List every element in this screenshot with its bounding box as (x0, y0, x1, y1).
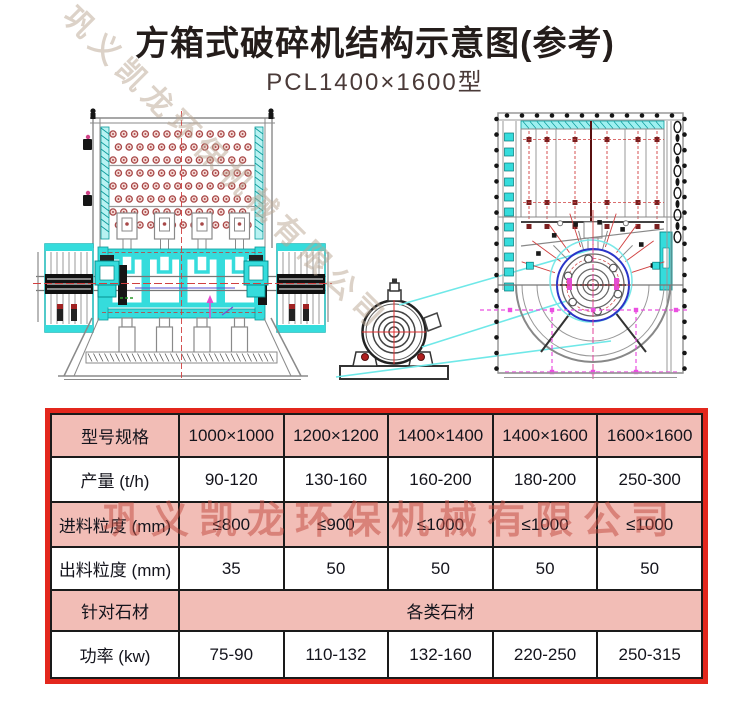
spec-label-cell: 型号规格 (50, 413, 180, 458)
spec-value-cell: 75-90 (178, 630, 285, 679)
spec-value-cell: 110-132 (282, 630, 390, 679)
model-subtitle: PCL1400×1600型 (266, 69, 484, 96)
spec-value-cell: 220-250 (491, 630, 599, 679)
page-title: 方箱式破碎机结构示意图(参考) (135, 25, 615, 63)
spec-value-cell: 1000×1000 (178, 413, 285, 458)
spec-value-cell: 50 (491, 546, 599, 591)
front-view-drawing (33, 108, 332, 381)
spec-value-cell: ≤900 (282, 501, 390, 548)
spec-value-cell: 1600×1600 (596, 413, 703, 458)
spec-value-cell: ≤800 (178, 501, 285, 548)
spec-value-cell: 132-160 (387, 630, 494, 679)
spec-merged-cell: 各类石材 (178, 589, 703, 632)
spec-value-cell: 1200×1200 (282, 413, 390, 458)
watermark-horizontal: 巩义凯龙环保机械有限公司 (103, 500, 680, 542)
table-row-discharge-size: 出料粒度 (mm) 35 50 50 50 50 (50, 546, 703, 591)
spec-table-wrap: 型号规格 1000×1000 1200×1200 1400×1400 1400×… (45, 408, 708, 684)
spec-value-cell: ≤1000 (491, 501, 599, 548)
spec-label-cell: 出料粒度 (mm) (50, 546, 180, 591)
spec-value-cell: 50 (387, 546, 494, 591)
spec-label-cell: 进料粒度 (mm) (50, 501, 180, 548)
motor-drawing (339, 278, 449, 380)
table-row-feed-size: 进料粒度 (mm) ≤800 ≤900 ≤1000 ≤1000 ≤1000 (50, 501, 703, 548)
spec-label-cell: 功率 (kw) (50, 630, 180, 679)
spec-value-cell: 35 (178, 546, 285, 591)
spec-value-cell: 1400×1600 (491, 413, 599, 458)
spec-value-cell: 130-160 (282, 456, 390, 503)
spec-value-cell: 90-120 (178, 456, 285, 503)
spec-table: 型号规格 1000×1000 1200×1200 1400×1400 1400×… (50, 413, 703, 679)
table-row-capacity: 产量 (t/h) 90-120 130-160 160-200 180-200 … (50, 456, 703, 503)
spec-value-cell: 250-315 (596, 630, 703, 679)
spec-label-cell: 产量 (t/h) (50, 456, 180, 503)
spec-value-cell: 180-200 (491, 456, 599, 503)
spec-value-cell: 250-300 (596, 456, 703, 503)
spec-value-cell: 160-200 (387, 456, 494, 503)
spec-label-cell: 针对石材 (50, 589, 180, 632)
spec-value-cell: ≤1000 (596, 501, 703, 548)
spec-value-cell: 50 (282, 546, 390, 591)
table-row-models: 型号规格 1000×1000 1200×1200 1400×1400 1400×… (50, 413, 703, 458)
table-row-stone-type: 针对石材 各类石材 (50, 589, 703, 632)
spec-value-cell: 1400×1400 (387, 413, 494, 458)
table-row-power: 功率 (kw) 75-90 110-132 132-160 220-250 25… (50, 630, 703, 679)
spec-value-cell: ≤1000 (387, 501, 494, 548)
side-view-drawing (480, 112, 688, 380)
spec-value-cell: 50 (596, 546, 703, 591)
